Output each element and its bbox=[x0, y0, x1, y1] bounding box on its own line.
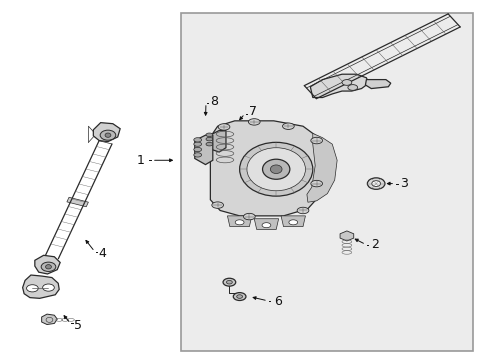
Ellipse shape bbox=[26, 285, 38, 292]
Ellipse shape bbox=[193, 142, 201, 146]
Polygon shape bbox=[22, 275, 59, 298]
Polygon shape bbox=[365, 80, 390, 89]
Polygon shape bbox=[41, 314, 57, 324]
Ellipse shape bbox=[270, 165, 282, 174]
Polygon shape bbox=[310, 74, 368, 98]
Ellipse shape bbox=[347, 85, 357, 90]
Ellipse shape bbox=[223, 278, 235, 286]
Ellipse shape bbox=[193, 147, 201, 152]
Polygon shape bbox=[67, 197, 88, 207]
Ellipse shape bbox=[218, 124, 229, 130]
Text: 4: 4 bbox=[98, 247, 106, 260]
Ellipse shape bbox=[226, 280, 232, 284]
Ellipse shape bbox=[297, 207, 308, 214]
Ellipse shape bbox=[371, 181, 380, 186]
Ellipse shape bbox=[100, 130, 116, 140]
Ellipse shape bbox=[205, 137, 212, 141]
Ellipse shape bbox=[288, 220, 297, 225]
Text: 3: 3 bbox=[400, 177, 407, 190]
Ellipse shape bbox=[243, 213, 255, 220]
Ellipse shape bbox=[205, 142, 212, 146]
Bar bbox=[181, 13, 472, 351]
Ellipse shape bbox=[236, 295, 242, 298]
Text: 5: 5 bbox=[74, 319, 81, 332]
Polygon shape bbox=[254, 219, 278, 229]
Ellipse shape bbox=[193, 153, 201, 157]
Ellipse shape bbox=[246, 148, 305, 191]
Polygon shape bbox=[306, 134, 336, 202]
Text: 6: 6 bbox=[273, 296, 281, 309]
Text: 7: 7 bbox=[249, 105, 257, 118]
Ellipse shape bbox=[366, 178, 384, 189]
Ellipse shape bbox=[42, 284, 54, 291]
Ellipse shape bbox=[205, 133, 212, 136]
Ellipse shape bbox=[193, 138, 201, 142]
Ellipse shape bbox=[310, 137, 322, 144]
Polygon shape bbox=[281, 216, 305, 226]
Ellipse shape bbox=[211, 202, 223, 208]
Ellipse shape bbox=[262, 159, 289, 179]
Polygon shape bbox=[35, 255, 60, 274]
Polygon shape bbox=[206, 131, 225, 152]
Text: 2: 2 bbox=[370, 238, 378, 251]
Ellipse shape bbox=[248, 119, 260, 125]
Ellipse shape bbox=[262, 223, 270, 228]
Ellipse shape bbox=[282, 123, 294, 130]
Ellipse shape bbox=[235, 220, 244, 225]
Ellipse shape bbox=[105, 133, 111, 137]
Polygon shape bbox=[210, 121, 317, 216]
Polygon shape bbox=[227, 216, 251, 226]
Polygon shape bbox=[93, 123, 120, 141]
Polygon shape bbox=[339, 231, 353, 241]
Ellipse shape bbox=[239, 142, 312, 196]
Ellipse shape bbox=[45, 265, 51, 269]
Ellipse shape bbox=[341, 80, 351, 85]
Polygon shape bbox=[194, 135, 212, 165]
Ellipse shape bbox=[233, 293, 245, 301]
Ellipse shape bbox=[310, 180, 322, 187]
Text: 1: 1 bbox=[136, 154, 144, 167]
Ellipse shape bbox=[41, 262, 56, 271]
Text: 8: 8 bbox=[210, 95, 218, 108]
